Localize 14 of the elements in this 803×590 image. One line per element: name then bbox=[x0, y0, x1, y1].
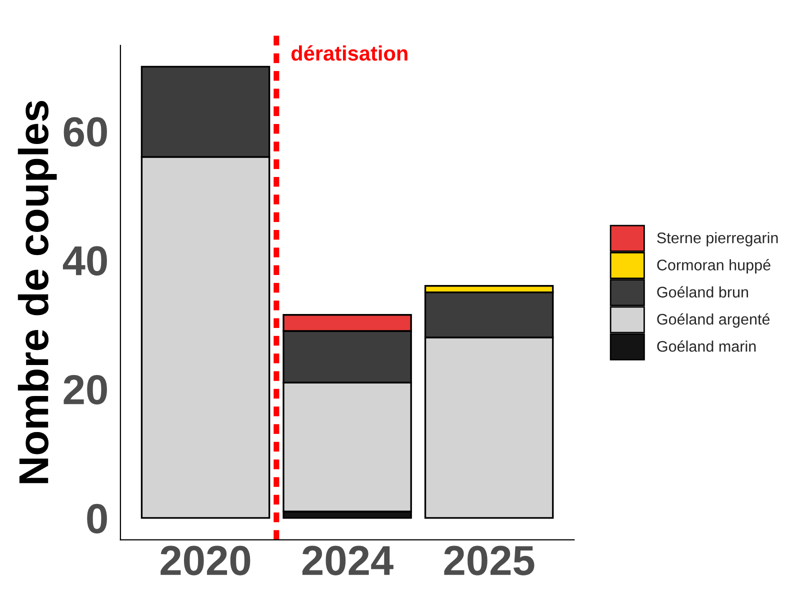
legend-label: Sterne pierregarin bbox=[657, 232, 778, 246]
legend-label: Goéland brun bbox=[657, 286, 748, 298]
x-tick-label: 2025 bbox=[444, 546, 534, 576]
legend-label: Cormoran huppé bbox=[657, 259, 770, 274]
annotation: dératisation bbox=[291, 45, 408, 61]
y-tick-label: 60 bbox=[64, 117, 107, 147]
legend-label: Goéland marin bbox=[657, 340, 756, 352]
y-tick-label: 20 bbox=[64, 375, 107, 405]
y-axis-title: Nombre de couples bbox=[18, 101, 57, 484]
legend-label: Goéland argenté bbox=[657, 313, 770, 328]
y-tick-label: 0 bbox=[87, 504, 107, 534]
y-tick-label: 40 bbox=[62, 246, 107, 276]
x-tick-label: 2020 bbox=[160, 546, 250, 576]
x-tick-label: 2024 bbox=[302, 546, 394, 576]
